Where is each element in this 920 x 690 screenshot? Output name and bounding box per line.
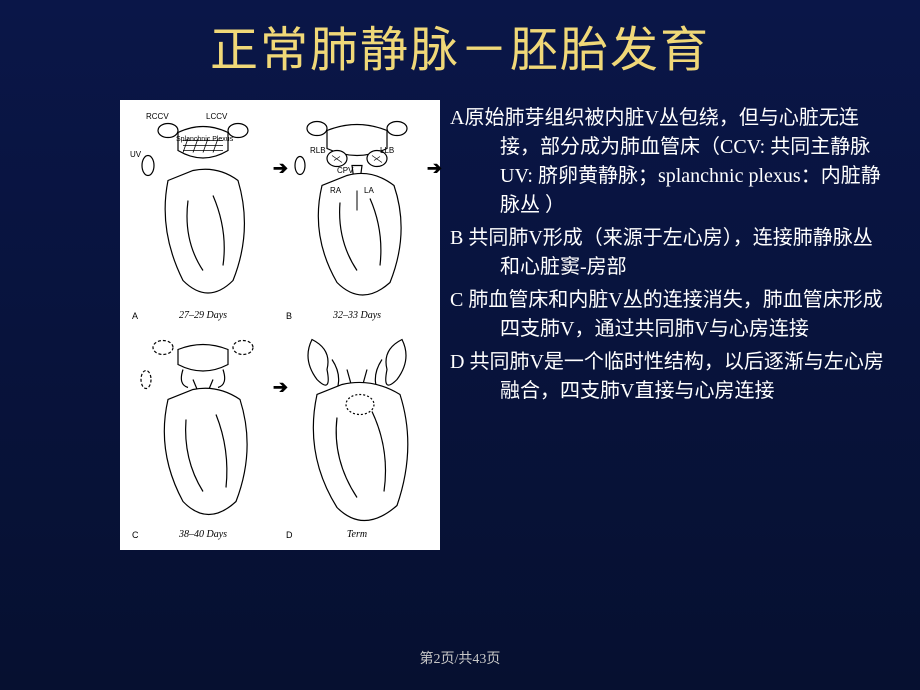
label-splanchnic: Splanchnic Plexus: [176, 136, 233, 143]
panel-a-letter: A: [132, 311, 138, 321]
panel-c-drawing: [128, 327, 278, 542]
panel-c-letter: C: [132, 530, 139, 540]
label-llb: LLB: [380, 146, 394, 155]
panel-d-caption: Term: [347, 529, 367, 540]
label-ra: RA: [330, 186, 341, 195]
para-b-body: 共同肺V形成（来源于左心房），连接肺静脉丛和心脏窦-房部: [463, 227, 872, 278]
panel-c: C 38–40 Days ➔: [128, 327, 278, 542]
para-a-body: 原始肺芽组织被内脏V丛包绕，但与心脏无连接，部分成为肺血管床（CCV: 共同主静…: [464, 107, 880, 216]
panel-c-caption: 38–40 Days: [179, 529, 227, 540]
label-rccv: RCCV: [146, 112, 169, 121]
content-row: RCCV LCCV UV Splanchnic Plexus A 27–29 D…: [30, 100, 890, 550]
panel-b-drawing: [282, 108, 432, 323]
para-d: D 共同肺V是一个临时性结构，以后逐渐与左心房融合，四支肺V直接与心房连接: [450, 348, 890, 406]
para-b-letter: B: [450, 227, 463, 249]
panel-b: RLB LLB CPV RA LA B 32–33 Days ➔: [282, 108, 432, 323]
para-b: B 共同肺V形成（来源于左心房），连接肺静脉丛和心脏窦-房部: [450, 224, 890, 282]
para-a: A原始肺芽组织被内脏V丛包绕，但与心脏无连接，部分成为肺血管床（CCV: 共同主…: [450, 104, 890, 220]
slide-container: 正常肺静脉－胚胎发育: [0, 0, 920, 690]
label-la: LA: [364, 186, 374, 195]
para-c-body: 肺血管床和内脏V丛的连接消失，肺血管床形成四支肺V，通过共同肺V与心房连接: [463, 289, 882, 340]
label-rlb: RLB: [310, 146, 326, 155]
arrow-icon: ➔: [427, 158, 442, 179]
panel-b-letter: B: [286, 311, 292, 321]
para-c-letter: C: [450, 289, 463, 311]
embryology-figure: RCCV LCCV UV Splanchnic Plexus A 27–29 D…: [120, 100, 440, 550]
label-uv: UV: [130, 150, 141, 159]
panel-a: RCCV LCCV UV Splanchnic Plexus A 27–29 D…: [128, 108, 278, 323]
para-d-letter: D: [450, 351, 464, 373]
panel-b-caption: 32–33 Days: [333, 310, 381, 321]
description-text: A原始肺芽组织被内脏V丛包绕，但与心脏无连接，部分成为肺血管床（CCV: 共同主…: [450, 100, 890, 550]
panel-d-drawing: [282, 327, 432, 542]
figure-grid: RCCV LCCV UV Splanchnic Plexus A 27–29 D…: [120, 100, 440, 550]
panel-d-letter: D: [286, 530, 293, 540]
panel-a-caption: 27–29 Days: [179, 310, 227, 321]
page-title: 正常肺静脉－胚胎发育: [30, 10, 890, 80]
label-cpv: CPV: [337, 166, 353, 175]
para-a-letter: A: [450, 107, 464, 129]
panel-d: D Term: [282, 327, 432, 542]
para-d-body: 共同肺V是一个临时性结构，以后逐渐与左心房融合，四支肺V直接与心房连接: [464, 351, 883, 402]
label-lccv: LCCV: [206, 112, 227, 121]
para-c: C 肺血管床和内脏V丛的连接消失，肺血管床形成四支肺V，通过共同肺V与心房连接: [450, 286, 890, 344]
page-footer: 第2页/共43页: [0, 648, 920, 668]
